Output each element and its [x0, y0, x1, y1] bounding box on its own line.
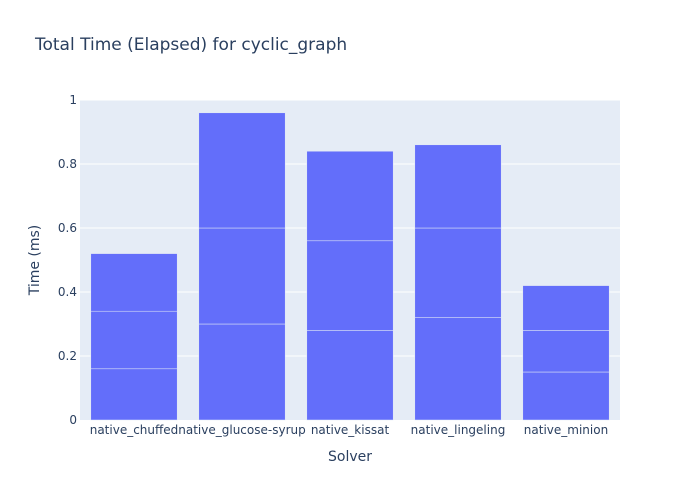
- y-tick-label: 0.4: [58, 285, 77, 299]
- bar-segment: [198, 112, 286, 229]
- bar-segment: [90, 368, 178, 421]
- x-tick-label: native_minion: [524, 423, 608, 437]
- bar-segment: [198, 323, 286, 421]
- x-tick-label: native_chuffed: [90, 423, 179, 437]
- bar-segment: [306, 330, 394, 421]
- y-axis-label: Time (ms): [27, 225, 43, 297]
- bar-segment: [198, 227, 286, 325]
- y-tick-label: 1: [69, 93, 77, 107]
- y-tick-label: 0: [69, 413, 77, 427]
- bars: [90, 112, 610, 421]
- bar-segment: [90, 253, 178, 312]
- x-tick-label: native_kissat: [311, 423, 390, 437]
- bar-segment: [522, 330, 610, 373]
- y-tick-label: 0.8: [58, 157, 77, 171]
- bar-segment: [522, 285, 610, 331]
- bar-segment: [414, 144, 502, 229]
- x-tick-label: native_glucose-syrup: [178, 423, 305, 437]
- y-tick-label: 0.6: [58, 221, 77, 235]
- x-tick-label: native_lingeling: [411, 423, 506, 437]
- chart-title: Total Time (Elapsed) for cyclic_graph: [34, 35, 347, 55]
- bar-segment: [414, 317, 502, 421]
- bar-segment: [306, 240, 394, 331]
- bar-segment: [522, 371, 610, 421]
- bar-segment: [414, 227, 502, 318]
- y-tick-label: 0.2: [58, 349, 77, 363]
- x-axis-ticks: native_chuffed native_glucose-syrup native…: [90, 423, 608, 437]
- y-axis-ticks: 0 0.2 0.4 0.6 0.8 1: [58, 93, 77, 427]
- bar-segment: [90, 310, 178, 370]
- x-axis-label: Solver: [328, 449, 372, 465]
- bar-segment: [306, 150, 394, 242]
